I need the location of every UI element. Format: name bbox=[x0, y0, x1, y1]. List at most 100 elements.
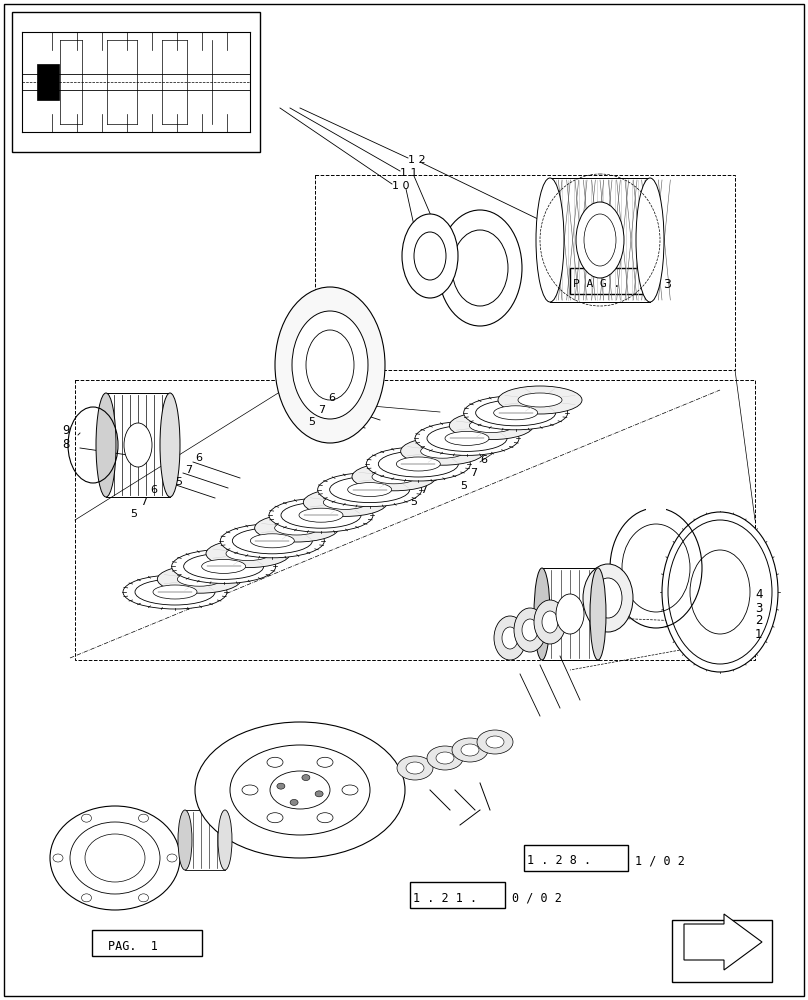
Ellipse shape bbox=[522, 619, 538, 641]
Ellipse shape bbox=[123, 575, 227, 609]
Ellipse shape bbox=[518, 393, 562, 407]
Ellipse shape bbox=[299, 508, 343, 522]
Ellipse shape bbox=[415, 421, 519, 455]
Text: 5: 5 bbox=[460, 481, 467, 491]
Ellipse shape bbox=[536, 178, 564, 302]
Ellipse shape bbox=[290, 799, 298, 805]
Ellipse shape bbox=[138, 894, 149, 902]
Ellipse shape bbox=[352, 463, 436, 491]
Ellipse shape bbox=[534, 568, 550, 660]
Ellipse shape bbox=[317, 813, 333, 823]
Ellipse shape bbox=[690, 550, 750, 634]
Ellipse shape bbox=[218, 810, 232, 870]
Ellipse shape bbox=[183, 553, 263, 579]
Ellipse shape bbox=[195, 722, 405, 858]
Text: 6: 6 bbox=[328, 393, 335, 403]
Ellipse shape bbox=[534, 600, 566, 644]
Text: 1 2: 1 2 bbox=[408, 155, 426, 165]
Ellipse shape bbox=[318, 473, 422, 507]
Text: 2: 2 bbox=[755, 614, 763, 628]
Bar bbox=[12, 12, 260, 152]
Ellipse shape bbox=[82, 814, 91, 822]
Bar bbox=[570, 268, 652, 294]
Ellipse shape bbox=[594, 578, 622, 618]
Ellipse shape bbox=[206, 540, 290, 568]
Bar bbox=[672, 920, 772, 982]
Ellipse shape bbox=[378, 451, 458, 477]
Text: 1 1: 1 1 bbox=[400, 168, 418, 178]
Bar bbox=[315, 175, 735, 370]
Ellipse shape bbox=[464, 396, 568, 430]
Ellipse shape bbox=[414, 232, 446, 280]
Ellipse shape bbox=[269, 498, 373, 532]
Ellipse shape bbox=[342, 785, 358, 795]
Ellipse shape bbox=[436, 752, 454, 764]
Ellipse shape bbox=[233, 528, 313, 554]
Ellipse shape bbox=[445, 431, 489, 445]
Ellipse shape bbox=[178, 810, 192, 870]
Text: 1 . 2 8 .: 1 . 2 8 . bbox=[527, 854, 591, 867]
Ellipse shape bbox=[452, 230, 508, 306]
Ellipse shape bbox=[397, 756, 433, 780]
Ellipse shape bbox=[406, 762, 424, 774]
Ellipse shape bbox=[323, 495, 368, 509]
Bar bbox=[646, 503, 666, 515]
Ellipse shape bbox=[202, 559, 246, 573]
Ellipse shape bbox=[452, 738, 488, 762]
Ellipse shape bbox=[277, 783, 285, 789]
Ellipse shape bbox=[636, 178, 664, 302]
Ellipse shape bbox=[167, 854, 177, 862]
Text: PAG.  1: PAG. 1 bbox=[108, 940, 158, 952]
Text: 5: 5 bbox=[410, 497, 417, 507]
Bar bbox=[92, 930, 202, 956]
Ellipse shape bbox=[70, 822, 160, 894]
Ellipse shape bbox=[153, 585, 197, 599]
Ellipse shape bbox=[96, 393, 116, 497]
Ellipse shape bbox=[275, 287, 385, 443]
Ellipse shape bbox=[402, 214, 458, 298]
Ellipse shape bbox=[366, 447, 470, 481]
Text: 7: 7 bbox=[420, 485, 427, 495]
Text: 6: 6 bbox=[195, 453, 202, 463]
Text: 1 / 0 2: 1 / 0 2 bbox=[635, 854, 685, 867]
Bar bbox=[37, 64, 59, 100]
Ellipse shape bbox=[542, 611, 558, 633]
Ellipse shape bbox=[372, 470, 416, 484]
Ellipse shape bbox=[221, 524, 324, 558]
Ellipse shape bbox=[124, 423, 152, 467]
Text: 1: 1 bbox=[755, 628, 763, 641]
Ellipse shape bbox=[590, 568, 606, 660]
Ellipse shape bbox=[502, 627, 518, 649]
Ellipse shape bbox=[514, 608, 546, 652]
Text: 6: 6 bbox=[430, 473, 437, 483]
Ellipse shape bbox=[138, 814, 149, 822]
Ellipse shape bbox=[281, 502, 361, 528]
Ellipse shape bbox=[438, 210, 522, 326]
Bar bbox=[410, 882, 505, 908]
Bar bbox=[524, 845, 628, 871]
Ellipse shape bbox=[576, 202, 624, 278]
Ellipse shape bbox=[486, 736, 504, 748]
Ellipse shape bbox=[315, 791, 323, 797]
Ellipse shape bbox=[477, 730, 513, 754]
Ellipse shape bbox=[171, 549, 276, 583]
Ellipse shape bbox=[556, 594, 584, 634]
Text: 3: 3 bbox=[755, 601, 763, 614]
Ellipse shape bbox=[584, 214, 616, 266]
Text: 7: 7 bbox=[185, 465, 192, 475]
Ellipse shape bbox=[302, 775, 310, 781]
Text: 7: 7 bbox=[140, 497, 147, 507]
Ellipse shape bbox=[668, 520, 772, 664]
Ellipse shape bbox=[306, 330, 354, 400]
Text: 5: 5 bbox=[308, 417, 315, 427]
Text: 3: 3 bbox=[663, 277, 671, 290]
Text: 9: 9 bbox=[62, 424, 69, 436]
Ellipse shape bbox=[50, 806, 180, 910]
Text: 4: 4 bbox=[755, 588, 763, 601]
Ellipse shape bbox=[469, 419, 513, 433]
Ellipse shape bbox=[662, 512, 778, 672]
Ellipse shape bbox=[255, 514, 339, 542]
Ellipse shape bbox=[401, 437, 485, 465]
Ellipse shape bbox=[230, 745, 370, 835]
Ellipse shape bbox=[427, 425, 507, 451]
